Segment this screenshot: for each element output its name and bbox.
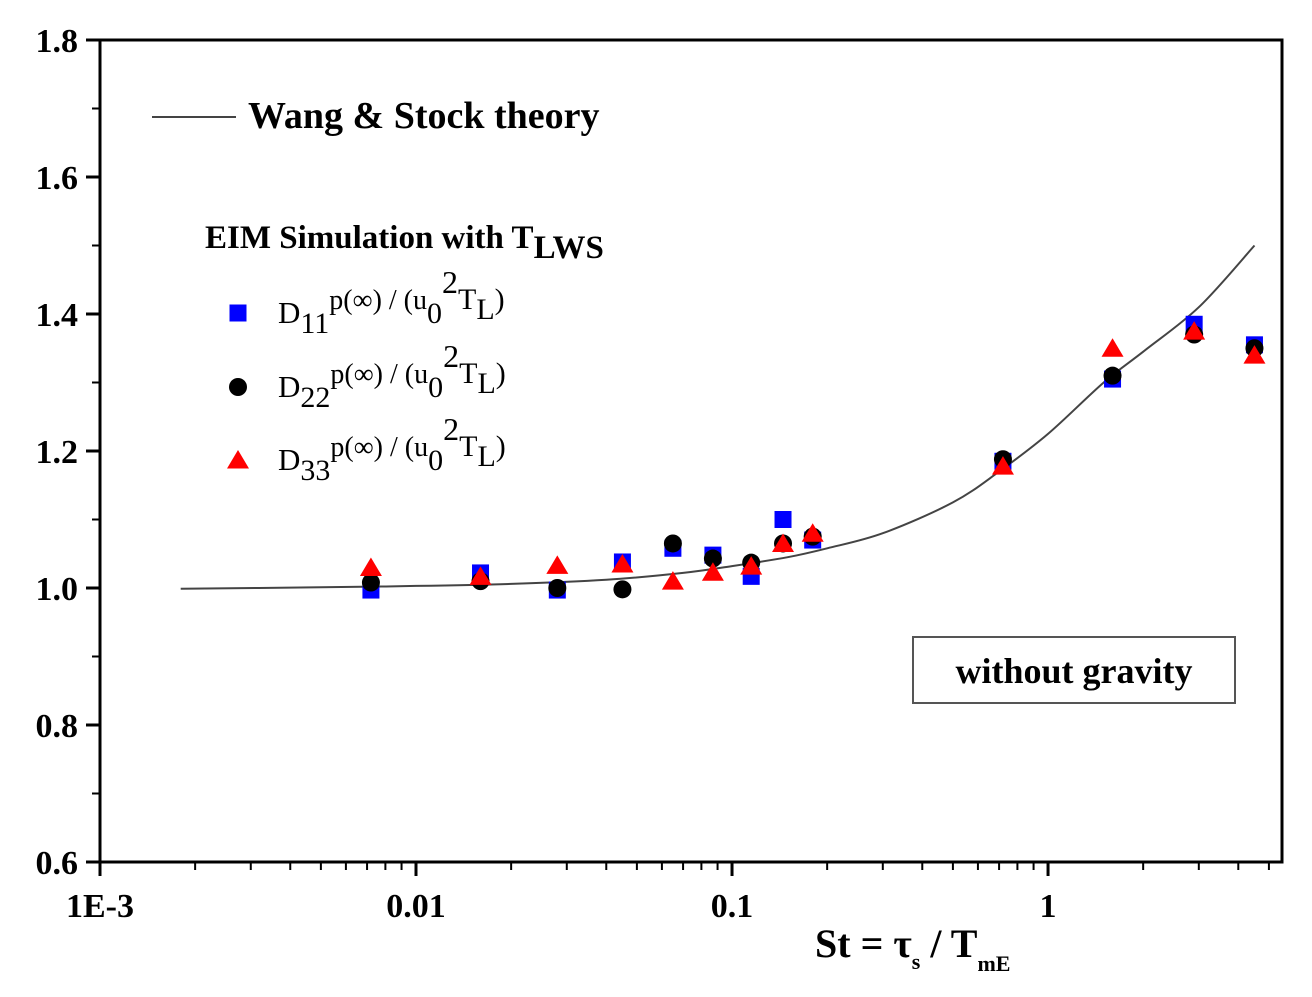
y-tick-label: 1.8 xyxy=(36,23,79,60)
legend-text: T xyxy=(459,430,477,463)
data-point-circle xyxy=(361,573,380,592)
legend-text: p(∞) / (u xyxy=(330,432,428,463)
legend-superscript: 2 xyxy=(443,338,459,374)
data-point-triangle xyxy=(701,562,724,581)
legend-text: D xyxy=(278,295,300,330)
data-point-triangle xyxy=(469,566,492,585)
data-point-triangle xyxy=(1183,321,1206,340)
legend-subscript: 0 xyxy=(428,371,443,404)
x-tick-label: 1 xyxy=(1040,888,1057,925)
x-axis-label-subscript: mE xyxy=(977,951,1010,976)
x-tick-label: 0.1 xyxy=(711,888,754,925)
legend-series-label: D11p(∞) / (u02TL) xyxy=(278,264,505,340)
annotation-group: without gravity xyxy=(912,636,1236,704)
legend-text: p(∞) / (u xyxy=(330,359,428,390)
simulation-legend-title: EIM Simulation with TLWS xyxy=(205,220,604,266)
x-axis-label-group: St = τs / TmE xyxy=(815,921,1010,976)
legend-text: T xyxy=(459,357,477,390)
legend-marker-triangle xyxy=(227,450,249,469)
data-point-triangle xyxy=(772,533,795,552)
legend-subscript: 11 xyxy=(300,307,329,340)
data-point-triangle xyxy=(740,556,763,575)
data-point-circle xyxy=(613,580,632,599)
legend-subscript: L xyxy=(477,440,495,473)
data-points xyxy=(359,315,1266,599)
annotation-box xyxy=(912,636,1236,704)
legend-subscript: 22 xyxy=(300,381,330,414)
legend-text: D xyxy=(278,442,300,477)
data-point-triangle xyxy=(661,571,684,590)
data-point-triangle xyxy=(546,555,569,574)
theory-legend-label: Wang & Stock theory xyxy=(248,95,600,137)
legend-superscript: 2 xyxy=(443,411,459,447)
x-axis-label: St = τs / TmE xyxy=(815,921,1010,976)
legend-subscript: 33 xyxy=(300,454,330,487)
data-point-circle xyxy=(703,549,722,568)
x-axis-label-text: / T xyxy=(920,921,977,966)
legend: Wang & Stock theory EIM Simulation with T… xyxy=(152,95,604,487)
x-tick-label: 1E-3 xyxy=(66,888,134,925)
data-point-triangle xyxy=(991,456,1014,475)
data-point-triangle xyxy=(1243,345,1266,364)
y-tick-label: 0.8 xyxy=(36,708,79,745)
legend-text: D xyxy=(278,369,300,404)
simulation-title-subscript: LWS xyxy=(534,230,604,266)
legend-text: p(∞) / (u xyxy=(329,285,427,316)
legend-subscript: L xyxy=(476,293,494,326)
x-axis-label-text: St = τ xyxy=(815,921,912,966)
x-tick-label: 0.01 xyxy=(386,888,446,925)
y-tick-label: 1.4 xyxy=(36,297,79,334)
data-point-square xyxy=(774,511,792,528)
legend-subscript: 0 xyxy=(427,297,442,330)
y-tick-label: 1.0 xyxy=(36,571,79,608)
y-tick-label: 1.6 xyxy=(36,160,79,197)
y-tick-label: 1.2 xyxy=(36,434,79,471)
legend-marker-square xyxy=(229,304,247,322)
legend-marker-circle xyxy=(229,378,247,396)
y-tick-label: 0.6 xyxy=(36,845,79,882)
legend-text: ) xyxy=(496,357,506,390)
legend-series-label: D33p(∞) / (u02TL) xyxy=(278,411,506,487)
simulation-title-text: EIM Simulation with T xyxy=(205,220,534,256)
legend-superscript: 2 xyxy=(442,264,458,300)
data-point-circle xyxy=(548,579,567,597)
x-axis-label-subscript: s xyxy=(912,949,921,974)
legend-text: T xyxy=(458,283,476,316)
legend-text: ) xyxy=(495,283,505,316)
legend-subscript: 0 xyxy=(428,444,443,477)
data-point-triangle xyxy=(359,557,382,576)
legend-subscript: L xyxy=(477,367,495,400)
data-point-triangle xyxy=(1101,338,1124,357)
data-point-circle xyxy=(1103,366,1122,385)
legend-text: ) xyxy=(496,430,506,463)
data-point-triangle xyxy=(801,523,824,542)
data-point-triangle xyxy=(611,554,634,573)
axes: 0.6 0.8 1.0 1.2 1.4 1.6 1.8 1E-3 0.01 0.1 1 xyxy=(36,23,1284,925)
annotation-text: without gravity xyxy=(956,651,1193,691)
legend-series-label: D22p(∞) / (u02TL) xyxy=(278,338,506,414)
data-point-circle xyxy=(663,534,682,553)
